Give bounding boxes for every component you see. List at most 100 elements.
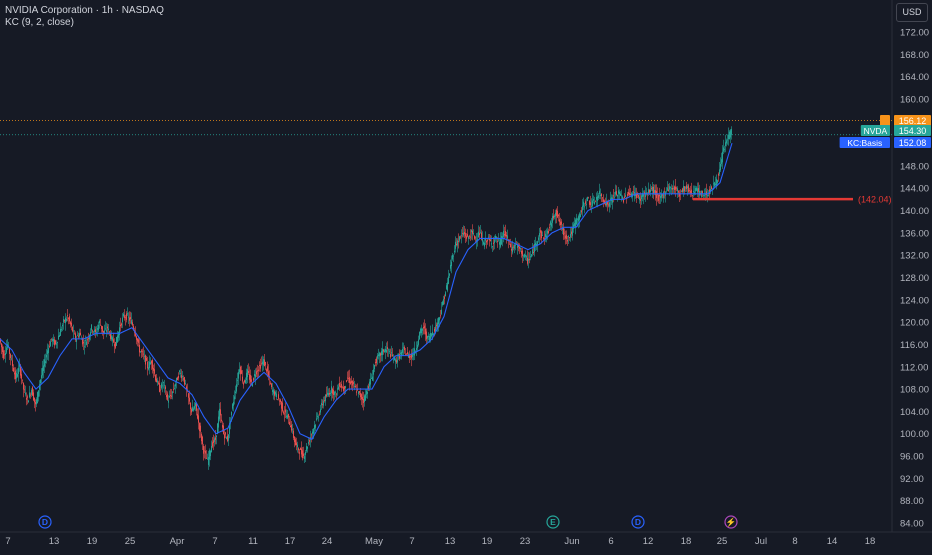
candle-body — [699, 190, 700, 196]
candle-body — [43, 365, 44, 371]
candle-body — [688, 185, 689, 192]
price-label-name: KC:Basis — [847, 138, 882, 148]
candle-body — [255, 374, 256, 378]
candle-body — [3, 350, 4, 359]
candle-body — [585, 201, 586, 204]
candle-body — [480, 232, 481, 234]
candle-body — [544, 238, 545, 240]
candle-body — [350, 381, 351, 385]
candle-body — [621, 195, 622, 197]
x-tick-label: 7 — [212, 536, 217, 547]
candle-body — [631, 193, 632, 197]
price-label-value: 152.08 — [899, 138, 927, 148]
candle-body — [520, 247, 521, 250]
candle-body — [577, 218, 578, 220]
candle-body — [213, 440, 214, 443]
candle-body — [641, 195, 642, 199]
candle-body — [382, 348, 383, 356]
candle-body — [684, 186, 685, 192]
candle-body — [536, 244, 537, 246]
candle-body — [400, 352, 401, 354]
candle-body — [587, 197, 588, 202]
candle-body — [616, 191, 617, 196]
candle-body — [264, 359, 265, 367]
candle-body — [655, 190, 656, 196]
candle-body — [526, 256, 527, 258]
price-label-box — [894, 125, 931, 136]
candle-body — [639, 196, 640, 201]
currency-button[interactable]: USD — [896, 3, 928, 22]
candle-body — [190, 402, 191, 410]
candle-body — [383, 349, 384, 352]
candle-body — [648, 189, 649, 194]
candle-body — [445, 292, 446, 297]
x-tick-label: 7 — [5, 536, 10, 547]
candle-body — [443, 299, 444, 305]
candle-body — [351, 380, 352, 384]
candle-body — [285, 409, 286, 413]
candle-body — [428, 335, 429, 337]
y-tick-label: 120.00 — [900, 318, 929, 329]
candle-body — [185, 383, 186, 385]
candle-body — [460, 236, 461, 238]
x-tick-label: 19 — [87, 536, 98, 547]
candle-body — [45, 361, 46, 363]
candle-body — [166, 395, 167, 398]
candle-body — [625, 195, 626, 197]
candle-body — [241, 370, 242, 374]
candle-body — [0, 338, 1, 343]
candle-body — [324, 400, 325, 401]
candle-body — [319, 413, 320, 415]
candle-body — [195, 402, 196, 407]
candle-body — [676, 187, 677, 189]
candle-body — [23, 382, 24, 390]
candle-body — [670, 186, 671, 188]
candle-body — [295, 439, 296, 446]
candle-body — [128, 316, 129, 318]
x-tick-label: 14 — [827, 536, 838, 547]
indicator-title[interactable]: KC (9, 2, close) — [5, 17, 74, 28]
y-tick-label: 112.00 — [900, 362, 928, 373]
y-tick-label: 124.00 — [900, 295, 929, 306]
candle-body — [206, 457, 207, 459]
candle-body — [719, 169, 720, 174]
candle-body — [304, 456, 305, 459]
candle-body — [93, 331, 94, 333]
candle-body — [390, 354, 391, 358]
candle-body — [405, 354, 406, 356]
candle-body — [151, 361, 152, 364]
candle-body — [111, 335, 112, 340]
candle-body — [695, 188, 696, 192]
x-tick-label: Apr — [170, 536, 185, 547]
price-label-tag — [880, 115, 890, 126]
candle-body — [135, 331, 136, 336]
candle-body — [588, 197, 589, 199]
candle-body — [162, 385, 163, 387]
candle-body — [52, 339, 53, 341]
candle-body — [153, 367, 154, 371]
candle-body — [137, 338, 138, 342]
candle-body — [220, 409, 221, 416]
candle-body — [560, 221, 561, 226]
candle-body — [110, 334, 111, 339]
candle-body — [290, 425, 291, 428]
candle-body — [130, 317, 131, 320]
symbol-title[interactable]: NVIDIA Corporation · 1h · NASDAQ — [5, 5, 164, 16]
candle-body — [599, 190, 600, 194]
candle-body — [34, 397, 35, 403]
y-tick-label: 108.00 — [900, 385, 929, 396]
candle-body — [596, 196, 597, 200]
candle-body — [127, 313, 128, 315]
candle-body — [236, 384, 237, 392]
candle-body — [143, 353, 144, 355]
candle-body — [17, 374, 18, 377]
y-tick-label: 84.00 — [900, 519, 924, 530]
candle-body — [711, 186, 712, 190]
candle-body — [633, 191, 634, 193]
candle-body — [107, 326, 108, 329]
candle-body — [358, 391, 359, 394]
candle-body — [722, 151, 723, 163]
candle-body — [176, 377, 177, 382]
